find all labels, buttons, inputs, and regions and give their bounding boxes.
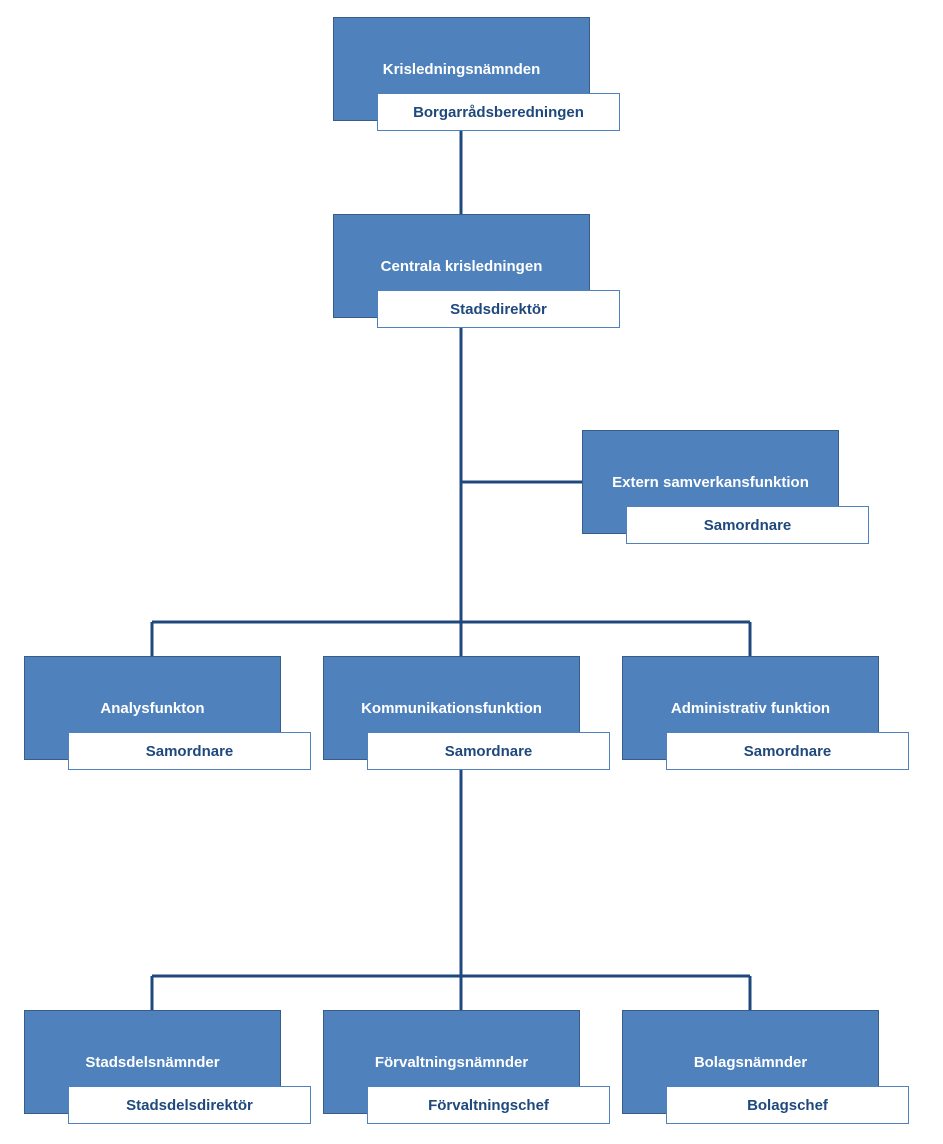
sub-label: Förvaltningschef [428,1097,549,1114]
sub-forvaltningschef: Förvaltningschef [367,1086,610,1124]
node-title: Analysfunkton [100,700,204,717]
sub-label: Bolagschef [747,1097,828,1114]
sub-label: Samordnare [445,743,533,760]
node-title: Administrativ funktion [671,700,830,717]
sub-borgarradsberedningen: Borgarrådsberedningen [377,93,620,131]
sub-label: Stadsdelsdirektör [126,1097,253,1114]
sub-label: Stadsdirektör [450,301,547,318]
sub-label: Samordnare [704,517,792,534]
node-title: Kommunikationsfunktion [361,700,542,717]
sub-stadsdirektor: Stadsdirektör [377,290,620,328]
node-title: Förvaltningsnämnder [375,1054,528,1071]
sub-label: Samordnare [744,743,832,760]
node-title: Extern samverkansfunktion [612,474,809,491]
sub-samordnare-administrativ: Samordnare [666,732,909,770]
sub-samordnare-kommunikation: Samordnare [367,732,610,770]
node-title: Bolagsnämnder [694,1054,807,1071]
node-title: Stadsdelsnämnder [85,1054,219,1071]
sub-samordnare-analys: Samordnare [68,732,311,770]
sub-label: Borgarrådsberedningen [413,104,584,121]
sub-label: Samordnare [146,743,234,760]
node-title: Centrala krisledningen [381,258,543,275]
sub-bolagschef: Bolagschef [666,1086,909,1124]
sub-samordnare-extern: Samordnare [626,506,869,544]
connectors-layer [0,0,943,1144]
node-title: Krisledningsnämnden [383,61,541,78]
sub-stadsdelsdirektor: Stadsdelsdirektör [68,1086,311,1124]
